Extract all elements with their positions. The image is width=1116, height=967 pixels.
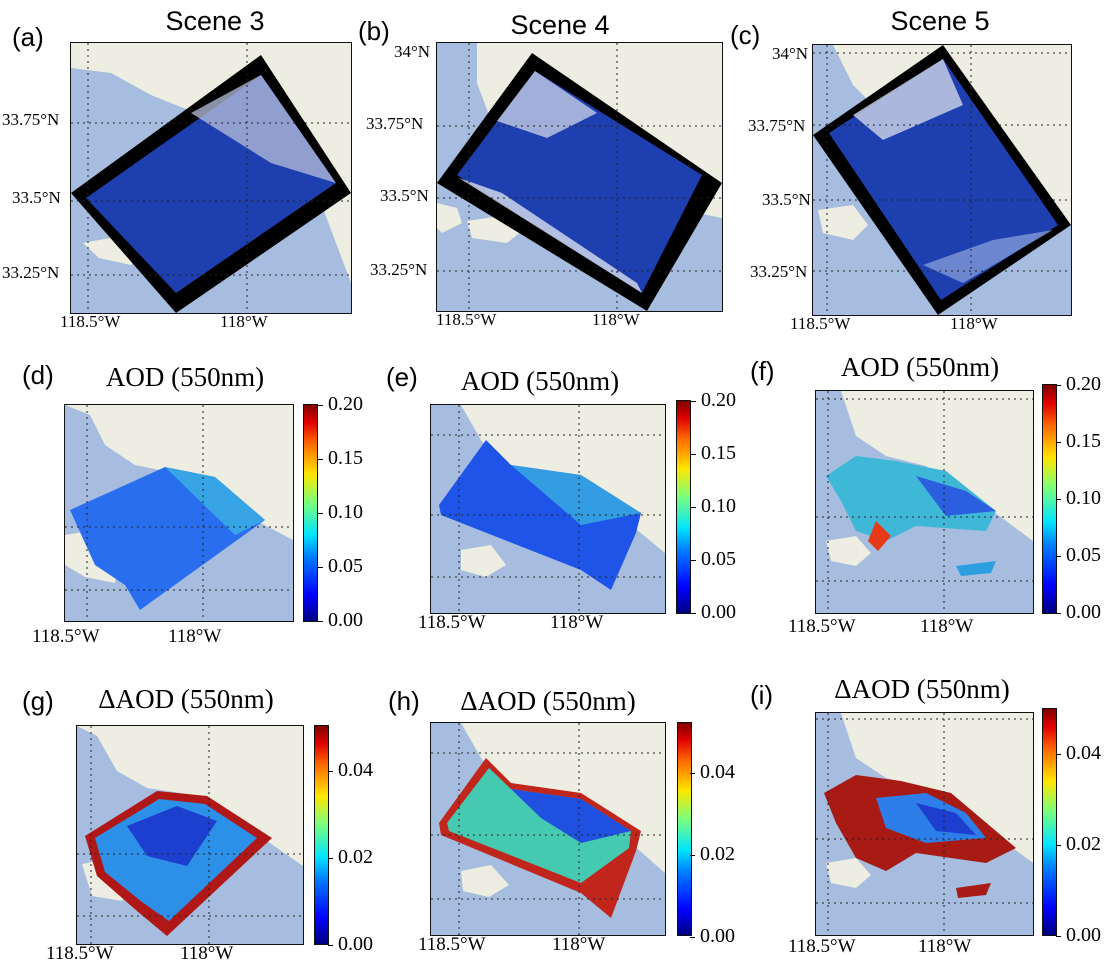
lon-tick-118: 118°W: [552, 934, 606, 955]
cbar-tick: 0.10: [1056, 487, 1101, 509]
cbar-tick: 0.00: [318, 609, 363, 631]
lon-tick-1185: 118.5°W: [46, 943, 114, 964]
cbar-tick: 0.15: [318, 447, 363, 469]
daod-map-h: [430, 722, 666, 936]
daod-colorbar-g: [314, 725, 329, 945]
cbar-tick: 0.05: [1056, 544, 1101, 566]
lat-tick-335: 33.5°N: [762, 190, 811, 209]
cbar-tick: 0.15: [1056, 430, 1101, 452]
cbar-tick: 0.20: [318, 393, 363, 415]
aod-title-e: AOD (550nm): [460, 366, 620, 396]
aod-colorbar-f: [1042, 384, 1057, 614]
cbar-tick: 0.00: [690, 925, 735, 947]
cbar-tick: 0.02: [1056, 833, 1101, 855]
cbar-tick: 0.10: [691, 495, 736, 517]
lon-tick-118: 118°W: [918, 936, 972, 957]
lon-tick-118: 118°W: [920, 616, 974, 637]
lon-tick-118: 118°W: [168, 626, 222, 647]
panel-label-e: (e): [386, 362, 418, 392]
daod-map-i: [815, 712, 1034, 936]
panel-label-f: (f): [750, 356, 775, 386]
lon-tick-1185: 118.5°W: [60, 312, 121, 331]
cbar-tick: 0.05: [691, 548, 736, 570]
lon-tick-118: 118°W: [550, 612, 604, 633]
panel-label-h: (h): [388, 686, 420, 716]
lon-tick-118: 118°W: [180, 943, 234, 964]
lat-tick-3325: 33.25°N: [2, 263, 60, 282]
cbar-tick: 0.02: [690, 843, 735, 865]
cbar-tick: 0.02: [328, 846, 373, 868]
scene-title-3: Scene 3: [165, 6, 265, 36]
cbar-tick: 0.00: [691, 601, 736, 623]
lat-tick-3375: 33.75°N: [2, 110, 60, 129]
lon-tick-1185: 118.5°W: [418, 934, 486, 955]
daod-title-i: ΔAOD (550nm): [834, 674, 1010, 704]
daod-title-h: ΔAOD (550nm): [460, 686, 636, 716]
cbar-tick: 0.05: [318, 555, 363, 577]
lat-tick-34: 34°N: [394, 42, 431, 61]
cbar-tick: 0.04: [328, 759, 373, 781]
lon-tick-1185: 118.5°W: [788, 936, 856, 957]
lon-tick-1185: 118.5°W: [788, 616, 856, 637]
cbar-tick: 0.00: [1056, 601, 1101, 623]
cbar-tick: 0.04: [1056, 742, 1101, 764]
cbar-tick: 0.15: [691, 442, 736, 464]
lat-tick-335: 33.5°N: [380, 186, 429, 205]
daod-map-g: [76, 725, 304, 945]
lat-tick-3325: 33.25°N: [750, 262, 808, 281]
cbar-tick: 0.20: [691, 389, 736, 411]
panel-label-a: (a): [12, 22, 44, 52]
cbar-tick: 0.00: [1056, 924, 1101, 946]
cbar-tick: 0.10: [318, 501, 363, 523]
lon-tick-1185: 118.5°W: [32, 626, 100, 647]
cbar-tick: 0.04: [690, 761, 735, 783]
lon-tick-118: 118°W: [592, 310, 640, 329]
aod-colorbar-e: [676, 400, 691, 614]
cbar-tick: 0.00: [328, 933, 373, 955]
panel-label-g: (g): [22, 686, 54, 716]
lat-tick-3375: 33.75°N: [748, 116, 806, 135]
lat-tick-34: 34°N: [772, 44, 809, 63]
aod-title-f: AOD (550nm): [840, 352, 1000, 382]
daod-colorbar-i: [1042, 708, 1057, 936]
lon-tick-1185: 118.5°W: [436, 310, 497, 329]
lon-tick-118: 118°W: [220, 312, 268, 331]
lat-tick-3325: 33.25°N: [370, 260, 428, 279]
panel-label-b: (b): [358, 16, 390, 46]
aod-map-d: [64, 404, 294, 622]
daod-title-g: ΔAOD (550nm): [98, 684, 274, 714]
map-scene-4: [436, 42, 723, 312]
panel-label-i: (i): [750, 680, 774, 710]
aod-map-e: [430, 404, 666, 614]
lon-tick-1185: 118.5°W: [418, 612, 486, 633]
aod-map-f: [815, 390, 1034, 614]
map-scene-5: [812, 44, 1072, 316]
lon-tick-118: 118°W: [950, 314, 998, 333]
map-scene-3: [70, 42, 352, 314]
cbar-tick: 0.20: [1056, 373, 1101, 395]
daod-colorbar-h: [677, 722, 692, 936]
lat-tick-335: 33.5°N: [12, 188, 61, 207]
aod-title-d: AOD (550nm): [105, 362, 265, 392]
scene-title-4: Scene 4: [510, 10, 610, 40]
panel-label-d: (d): [22, 360, 54, 390]
lon-tick-1185: 118.5°W: [790, 314, 851, 333]
panel-label-c: (c): [730, 20, 761, 50]
scene-title-5: Scene 5: [890, 6, 990, 36]
lat-tick-3375: 33.75°N: [366, 114, 424, 133]
aod-colorbar-d: [303, 404, 318, 622]
